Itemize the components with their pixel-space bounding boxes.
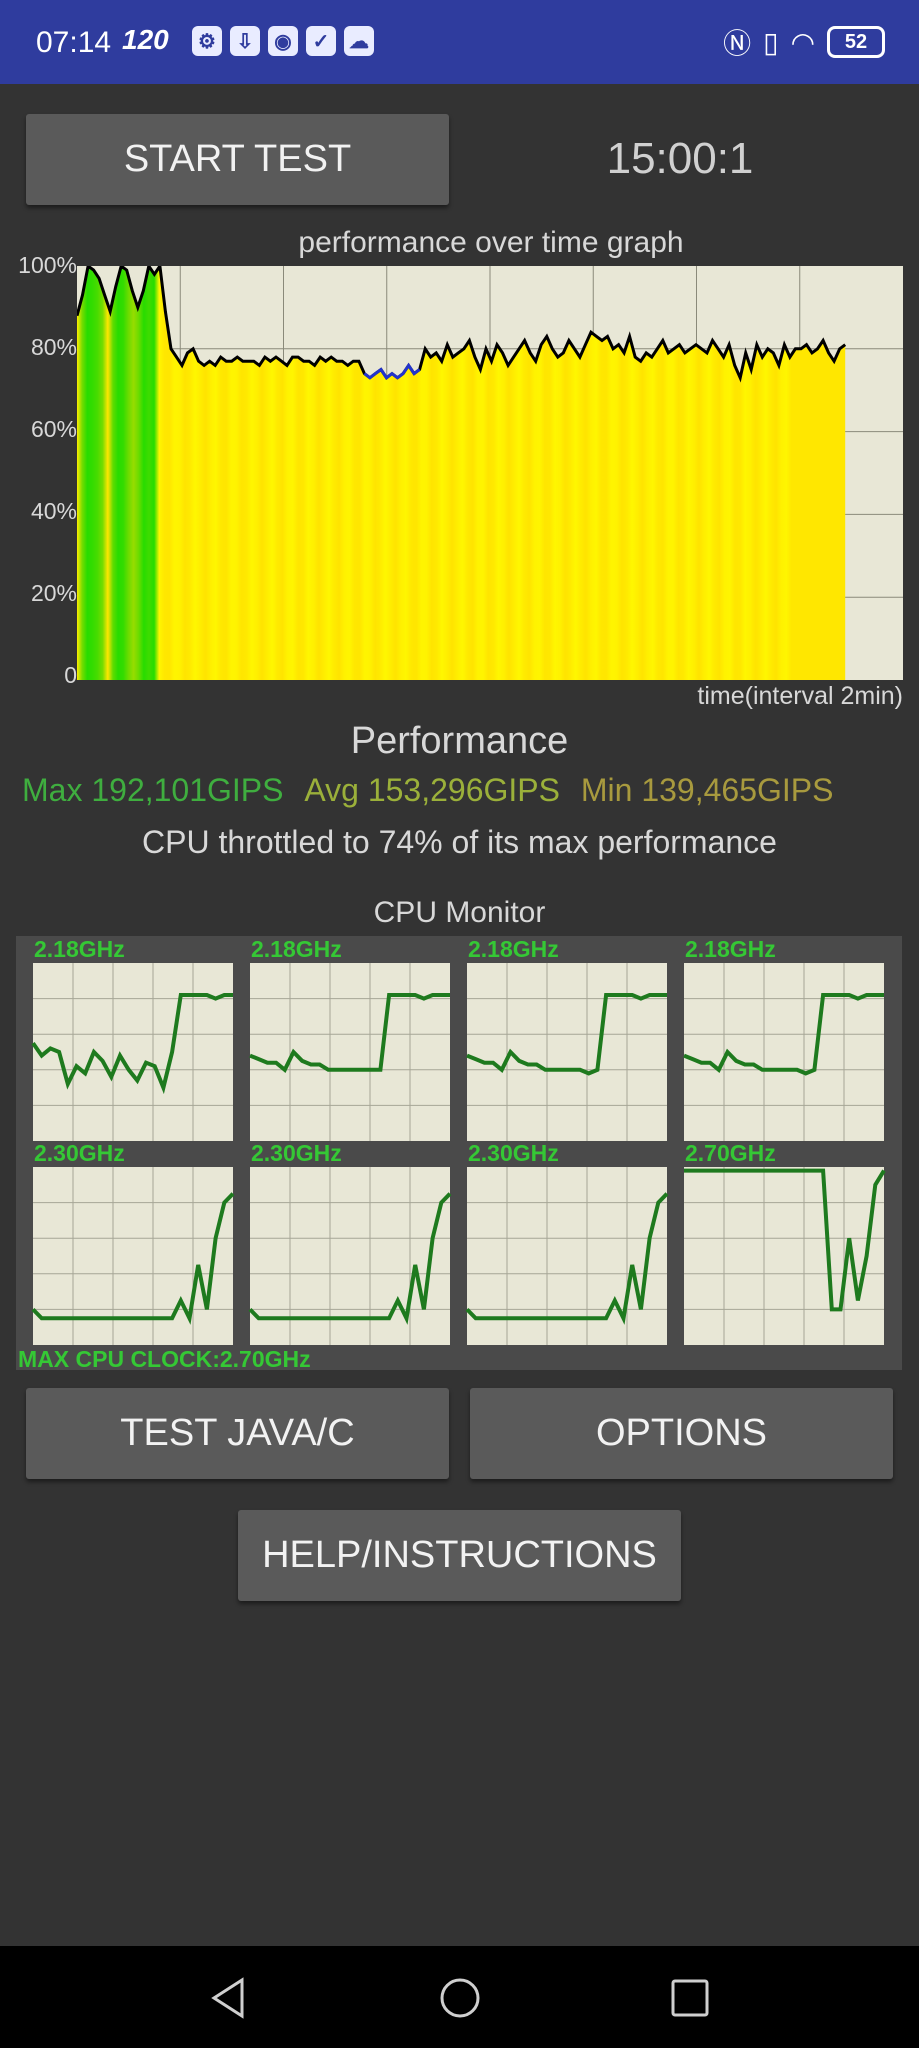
graph-title: performance over time graph [298,226,684,259]
back-icon[interactable] [206,1976,250,2020]
options-button[interactable]: OPTIONS [470,1388,893,1479]
performance-line [77,266,847,383]
avg-gips: Avg 153,296GIPS [304,772,560,808]
notification-icons: ⚙ ⇩ ◉ ✓ ☁ [192,26,374,56]
core-freq-2: 2.18GHz [251,936,342,962]
download-icon: ⇩ [230,26,260,56]
settings-icon: ⚙ [192,26,222,56]
core-freq-8: 2.70GHz [685,1140,776,1166]
core-graph-4 [683,963,884,1141]
cpu-core-graphs [31,963,886,1345]
performance-low-segment [363,362,421,380]
cpu-monitor-title: CPU Monitor [373,896,546,929]
performance-area [77,266,846,680]
core-graph-8 [684,1167,886,1345]
y-tick-40: 40% [30,498,77,524]
core-freq-3: 2.18GHz [468,936,559,962]
y-tick-100: 100% [18,252,77,278]
max-cpu-clock: MAX CPU CLOCK:2.70GHz [18,1346,311,1372]
core-graph-bg [684,963,884,1141]
core-graph-bg [250,963,450,1141]
wifi-icon: ◠ [790,26,815,58]
y-tick-0: 0 [64,662,77,688]
recents-icon[interactable] [668,1976,712,2020]
performance-chart [77,266,903,680]
test-java-c-button[interactable]: TEST JAVA/C [26,1388,449,1479]
cloud-icon: ☁ [344,26,374,56]
timer: 15:00:1 [606,134,754,183]
status-time: 07:14 [36,26,112,59]
status-bar: 07:14 120 ⚙ ⇩ ◉ ✓ ☁ Ⓝ ▯ ◠ 52 [0,0,919,84]
core-graph-bg [250,1167,450,1345]
cpu-monitor-panel: 2.18GHz 2.18GHz 2.18GHz 2.18GHz 2.30GHz … [16,936,902,1370]
core-graph-7 [465,1167,669,1345]
throttle-text: CPU throttled to 74% of its max performa… [142,824,777,860]
core-freq-line [683,993,884,1076]
location-icon: ◉ [268,26,298,56]
core-freq-line [248,1192,452,1325]
core-freq-7: 2.30GHz [468,1140,559,1166]
nfc-icon: Ⓝ [723,28,752,59]
navigation-bar [0,1946,919,2048]
core-freq-5: 2.30GHz [34,1140,125,1166]
core-graph-1 [31,963,233,1141]
core-graph-6 [248,1167,452,1345]
home-icon[interactable] [438,1976,482,2020]
y-tick-80: 80% [30,334,77,360]
y-tick-20: 20% [30,580,77,606]
check-icon: ✓ [306,26,336,56]
performance-title: Performance [350,720,569,762]
battery-icon: 52 [827,26,885,58]
core-graph-5 [31,1167,235,1345]
core-graph-2 [249,963,450,1141]
core-graph-bg [33,963,233,1141]
core-graph-bg [684,1167,884,1345]
core-freq-1: 2.18GHz [34,936,125,962]
min-gips: Min 139,465GIPS [580,772,834,808]
vibrate-icon: ▯ [763,26,779,58]
core-graph-bg [467,963,667,1141]
core-freq-line [466,993,667,1076]
start-test-button[interactable]: START TEST [26,114,449,205]
core-freq-line [465,1192,669,1325]
performance-stats: Max 192,101GIPS Avg 153,296GIPS Min 139,… [22,772,902,809]
core-freq-line [249,993,450,1073]
x-axis-label: time(interval 2min) [697,682,903,710]
y-tick-60: 60% [30,416,77,442]
core-freq-4: 2.18GHz [685,936,776,962]
core-freq-line [31,1192,235,1325]
core-freq-line [684,1168,886,1312]
core-freq-6: 2.30GHz [251,1140,342,1166]
core-graph-bg [33,1167,233,1345]
help-instructions-button[interactable]: HELP/INSTRUCTIONS [238,1510,681,1601]
core-freq-line [31,993,233,1095]
core-graph-bg [467,1167,667,1345]
max-gips: Max 192,101GIPS [22,772,284,808]
refresh-rate: 120 [122,24,169,55]
core-graph-3 [466,963,667,1141]
system-icons: Ⓝ ▯ ◠ 52 [723,22,885,62]
